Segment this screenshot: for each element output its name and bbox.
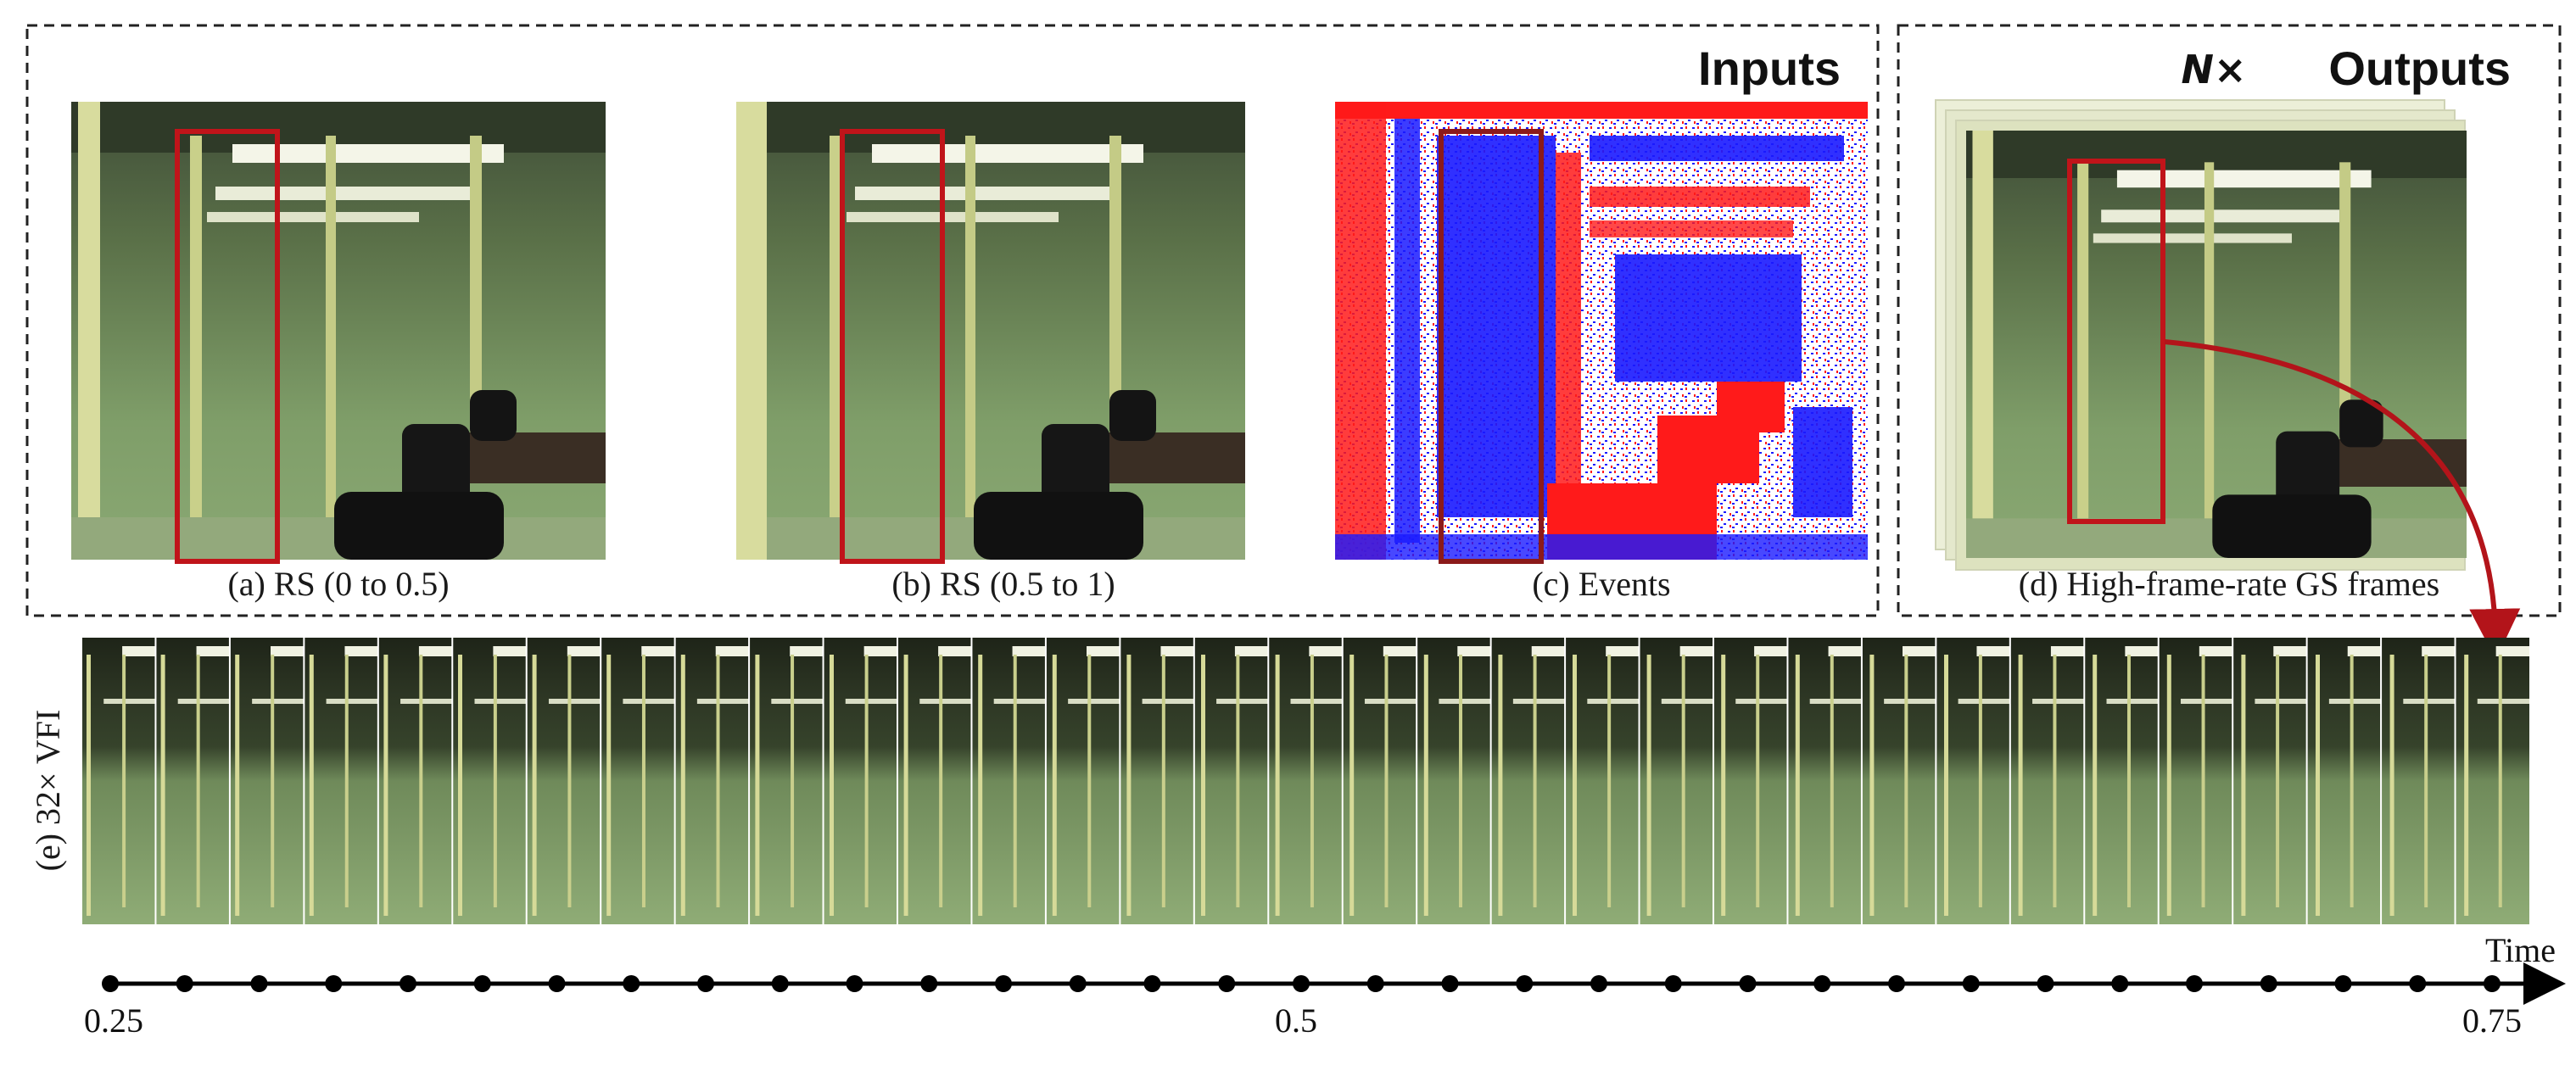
vfi-frame	[2009, 638, 2085, 924]
vfi-frame	[2157, 638, 2233, 924]
timeline-tick	[1293, 975, 1310, 992]
vfi-frame	[1489, 638, 1566, 924]
outputs-group-box	[1897, 24, 2562, 617]
timeline-tick	[1813, 975, 1831, 992]
panel-b-caption: (b) RS (0.5 to 1)	[891, 565, 1115, 603]
timeline-tick	[2409, 975, 2427, 992]
vfi-frame	[2083, 638, 2159, 924]
vfi-frame	[2305, 638, 2382, 924]
vfi-frame	[1786, 638, 1862, 924]
vfi-frame	[1564, 638, 1640, 924]
timeline-tick	[771, 975, 789, 992]
timeline-tick	[102, 975, 119, 992]
vfi-frame	[1193, 638, 1269, 924]
vfi-frame	[748, 638, 824, 924]
vfi-frame	[377, 638, 453, 924]
panel-b-image	[711, 102, 1245, 564]
vfi-frame	[1416, 638, 1491, 924]
inputs-label: Inputs	[1698, 42, 1841, 95]
timeline-mid-label: 0.5	[1275, 1001, 1317, 1040]
timeline-tick	[623, 975, 640, 992]
vfi-frame	[1713, 638, 1788, 924]
zoom-arrow	[2164, 339, 2521, 660]
outputs-label: Outputs	[2328, 42, 2511, 95]
timeline-tick	[2260, 975, 2277, 992]
vfi-frame	[1638, 638, 1713, 924]
vfi-frame	[2454, 638, 2529, 924]
panel-d-caption: (d) High-frame-rate GS frames	[2019, 565, 2439, 603]
highlight-box-c	[1439, 129, 1544, 564]
timeline-tick	[1590, 975, 1607, 992]
vfi-frame	[81, 638, 156, 924]
timeline-tick	[1664, 975, 1682, 992]
timeline-start-label: 0.25	[84, 1001, 143, 1040]
vfi-frame	[1341, 638, 1417, 924]
timeline-tick	[1366, 975, 1384, 992]
timeline-tick	[400, 975, 416, 992]
timeline-tick	[920, 975, 938, 992]
vfi-frame	[673, 638, 750, 924]
timeline-tick	[697, 975, 714, 992]
timeline-tick	[1516, 975, 1534, 992]
timeline-tick	[995, 975, 1012, 992]
vfi-frame	[1119, 638, 1194, 924]
vfi-frame	[228, 638, 305, 924]
timeline-tick	[1218, 975, 1236, 992]
vfi-frame	[1860, 638, 1936, 924]
highlight-box-d	[2067, 159, 2165, 524]
timeline-tick	[1962, 975, 1980, 992]
vfi-frame	[303, 638, 378, 924]
timeline-tick	[176, 975, 193, 992]
timeline-tick	[846, 975, 863, 992]
timeline-tick	[2334, 975, 2352, 992]
timeline-ticks	[102, 975, 2501, 992]
panel-a-caption: (a) RS (0 to 0.5)	[227, 565, 449, 603]
highlight-box-a	[175, 129, 280, 564]
timeline-tick	[1888, 975, 1905, 992]
vfi-frame	[970, 638, 1046, 924]
strip-label: (e) 32× VFI	[29, 710, 67, 872]
timeline-tick	[325, 975, 343, 992]
timeline-tick	[1143, 975, 1161, 992]
panel-c-events-image	[1335, 102, 1868, 564]
vfi-frame	[822, 638, 897, 924]
timeline-tick	[1069, 975, 1087, 992]
timeline-tick	[2037, 975, 2054, 992]
timeline-tick	[2111, 975, 2129, 992]
time-axis-label: Time	[2485, 931, 2556, 969]
vfi-frame	[2380, 638, 2456, 924]
timeline-tick	[473, 975, 491, 992]
highlight-box-b	[840, 129, 945, 564]
panel-a-image	[71, 102, 606, 564]
vfi-frame	[525, 638, 601, 924]
vfi-frame	[154, 638, 230, 924]
vfi-frame	[1044, 638, 1120, 924]
inputs-group-box	[25, 24, 1880, 617]
timeline-tick	[548, 975, 566, 992]
timeline-tick	[2186, 975, 2203, 992]
timeline-tick	[1441, 975, 1459, 992]
vfi-frame	[897, 638, 972, 924]
timeline-end-label: 0.75	[2462, 1001, 2522, 1040]
vfi-frame	[2232, 638, 2307, 924]
vfi-frame	[1935, 638, 2010, 924]
vfi-frame	[451, 638, 527, 924]
timeline-tick	[2484, 975, 2501, 992]
timeline-tick	[250, 975, 268, 992]
panel-c-caption: (c) Events	[1532, 565, 1670, 603]
timeline-tick	[1739, 975, 1757, 992]
multiplier-label: N×	[2181, 47, 2246, 92]
vfi-frame	[1267, 638, 1343, 924]
vfi-frame-strip	[81, 638, 2529, 924]
panel-d-frame-stack	[1935, 99, 2467, 571]
vfi-frame	[600, 638, 675, 924]
